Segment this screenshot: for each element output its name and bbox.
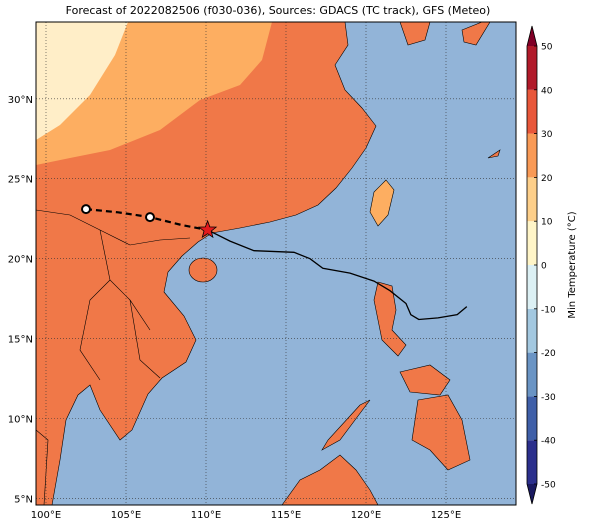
colorbar-tick-label: 50 — [541, 43, 553, 53]
colorbar-tick-label: 40 — [541, 86, 553, 96]
map-frame — [35, 21, 517, 506]
land-palawan — [321, 399, 371, 451]
x-tick-label: 125°E — [431, 510, 461, 521]
y-tick-label: 20°N — [8, 255, 33, 266]
map-area — [36, 22, 516, 505]
grid: 100°E 105°E 110°E 115°E 120°E 125°E 5°N 10°N 15°… — [8, 22, 516, 521]
colorbar-band — [527, 265, 537, 309]
tracks — [81, 204, 468, 321]
colorbar-tick-label: 10 — [541, 218, 553, 228]
colorbar: -50 -40 -30 -20 -10 0 10 20 30 40 50 — [526, 25, 556, 505]
colorbar-band — [527, 46, 537, 90]
colorbar-tick-label: 20 — [541, 174, 553, 184]
land-taiwan — [369, 179, 395, 227]
land-visayas — [399, 364, 451, 396]
land-japan — [399, 22, 491, 46]
colorbar-under — [527, 484, 537, 504]
title: Forecast of 2022082506 (f030-036), Sourc… — [66, 4, 491, 17]
colorbar-label: Min Temperature (°C) — [567, 211, 578, 318]
y-tick-label: 15°N — [8, 335, 33, 346]
colorbar-band — [527, 352, 537, 397]
x-tick-label: 120°E — [351, 510, 381, 521]
land-ryukyu — [487, 149, 501, 159]
x-tick-label: 100°E — [31, 510, 61, 521]
land-mindanao — [411, 394, 471, 471]
track-point — [81, 204, 91, 215]
colorbar-band — [527, 440, 537, 484]
land-borneo — [281, 454, 379, 505]
land-pale — [36, 22, 128, 140]
colorbar-tick-label: -50 — [541, 481, 556, 491]
colorbar-tick-label: 30 — [541, 130, 553, 140]
x-tick-label: 110°E — [191, 510, 221, 521]
colorbar-tick-label: -20 — [541, 349, 556, 359]
colorbar-band — [527, 396, 537, 441]
x-tick-label: 115°E — [271, 510, 301, 521]
colorbar-tick-label: -10 — [541, 305, 556, 315]
country-borders — [36, 209, 191, 381]
colorbar-band — [527, 221, 537, 265]
land-hainan — [188, 257, 218, 283]
y-tick-label: 10°N — [8, 415, 33, 426]
y-tick-label: 25°N — [8, 175, 33, 186]
land-luzon — [373, 281, 407, 357]
colorbar-tick-label: 0 — [541, 262, 547, 272]
colorbar-band — [527, 177, 537, 222]
x-tick-label: 105°E — [111, 510, 141, 521]
colorbar-band — [527, 308, 537, 353]
colorbar-over — [527, 26, 537, 46]
y-tick-label: 5°N — [14, 495, 33, 506]
y-tick-label: 30°N — [8, 95, 33, 106]
colorbar-band — [527, 133, 537, 178]
colorbar-band — [527, 89, 537, 134]
land-sumatra — [36, 429, 49, 505]
track-point — [145, 212, 155, 223]
colorbar-tick-label: -40 — [541, 437, 556, 447]
current-position — [197, 219, 218, 239]
colorbar-tick-label: -30 — [541, 393, 556, 403]
past-track — [207, 229, 468, 321]
